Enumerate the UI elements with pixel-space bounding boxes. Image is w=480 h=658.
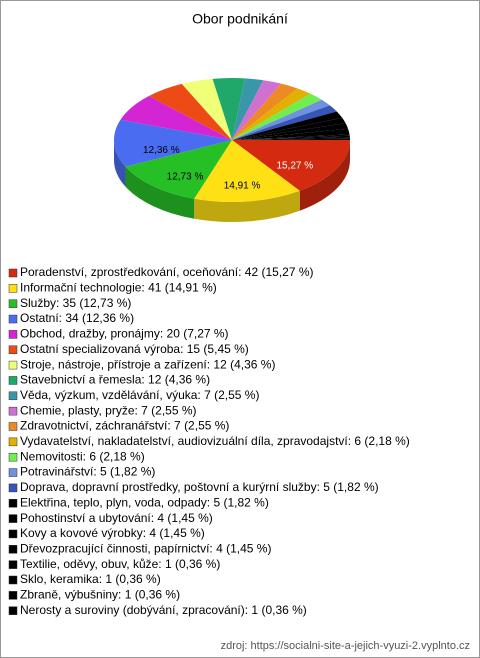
legend-swatch bbox=[8, 591, 18, 600]
slice bbox=[232, 138, 350, 140]
legend-label: Textilie, oděvy, obuv, kůže: 1 (0,36 %) bbox=[20, 557, 220, 571]
legend-swatch bbox=[8, 391, 18, 401]
legend-swatch bbox=[8, 422, 18, 431]
legend-label: Služby: 35 (12,73 %) bbox=[20, 296, 131, 310]
legend-label: Stavebnictví a řemesla: 12 (4,36 %) bbox=[20, 373, 210, 387]
legend-label: Sklo, keramika: 1 (0,36 %) bbox=[20, 572, 161, 586]
legend-label: Ostatní: 34 (12,36 %) bbox=[20, 311, 134, 325]
legend-swatch bbox=[8, 376, 18, 385]
legend-swatch bbox=[8, 468, 18, 477]
slice-label: 12,36 % bbox=[143, 145, 180, 156]
slice bbox=[232, 140, 350, 191]
legend-swatch bbox=[8, 437, 18, 447]
slice bbox=[232, 99, 330, 140]
slice bbox=[125, 140, 232, 199]
legend-swatch bbox=[8, 299, 18, 308]
legend-label: Zbraně, výbušniny: 1 (0,36 %) bbox=[20, 588, 180, 602]
legend-label: Nemovitosti: 6 (2,18 %) bbox=[20, 449, 145, 463]
slice bbox=[232, 83, 298, 140]
slice bbox=[114, 119, 232, 167]
legend-label: Vydavatelství, nakladatelství, audiovizu… bbox=[20, 434, 410, 448]
legend-label: Poradenství, zprostředkování, oceňování:… bbox=[20, 265, 314, 279]
slice bbox=[232, 93, 322, 140]
chart-title: Obor podnikání bbox=[192, 11, 288, 27]
legend-label: Věda, výzkum, vzdělávání, výuka: 7 (2,55… bbox=[20, 388, 259, 402]
slice bbox=[232, 88, 311, 140]
slice bbox=[232, 117, 346, 140]
slice bbox=[212, 77, 245, 140]
legend-label: Kovy a kovové výrobky: 4 (1,45 %) bbox=[20, 526, 205, 540]
legend-label: Elektřina, teplo, plyn, voda, odpady: 5 … bbox=[20, 495, 269, 509]
slice bbox=[148, 83, 232, 140]
slice bbox=[120, 95, 232, 140]
legend-swatch bbox=[8, 575, 18, 585]
slice bbox=[232, 137, 350, 140]
legend-swatch bbox=[8, 514, 18, 523]
slice-label: 12,73 % bbox=[167, 171, 204, 182]
slice bbox=[232, 135, 350, 140]
legend-label: Zdravotnictví, záchranářství: 7 (2,55 %) bbox=[20, 419, 229, 433]
legend-label: Informační technologie: 41 (14,91 %) bbox=[20, 281, 217, 295]
legend-swatch bbox=[8, 483, 18, 493]
legend-swatch bbox=[8, 545, 18, 554]
legend-swatch bbox=[8, 268, 18, 278]
slice-label: 15,27 % bbox=[276, 160, 313, 171]
legend-label: Potravinářství: 5 (1,82 %) bbox=[20, 465, 155, 479]
slice bbox=[232, 134, 350, 140]
slice bbox=[232, 123, 349, 140]
legend-label: Ostatní specializovaná výroba: 15 (5,45 … bbox=[20, 342, 249, 356]
source: zdroj: https://socialni-site-a-jejich-vy… bbox=[221, 640, 470, 652]
legend-swatch bbox=[8, 330, 18, 339]
legend-label: Stroje, nástroje, přístroje a zařízení: … bbox=[20, 357, 275, 371]
slice bbox=[181, 78, 232, 140]
legend-swatch bbox=[8, 284, 18, 293]
slice-label: 14,91 % bbox=[224, 181, 261, 192]
legend-swatch bbox=[8, 560, 18, 569]
legend-swatch bbox=[8, 452, 18, 462]
slice-side bbox=[114, 140, 126, 187]
slice bbox=[232, 78, 264, 140]
slice bbox=[232, 80, 282, 140]
slice bbox=[232, 128, 350, 140]
slice bbox=[232, 111, 343, 140]
legend-label: Dřevozpracující činnosti, papírnictví: 4… bbox=[20, 541, 271, 555]
legend-swatch bbox=[8, 360, 18, 370]
legend-label: Obchod, dražby, pronájmy: 20 (7,27 %) bbox=[20, 327, 229, 341]
legend-label: Nerosty a suroviny (dobývání, zpracování… bbox=[20, 603, 307, 617]
legend-swatch bbox=[8, 345, 18, 354]
legend-swatch bbox=[8, 406, 18, 416]
legend-label: Doprava, dopravní prostředky, poštovní a… bbox=[20, 480, 379, 494]
legend-swatch bbox=[8, 529, 18, 539]
slice-side bbox=[299, 140, 350, 211]
legend-swatch bbox=[8, 499, 18, 508]
slice bbox=[194, 140, 300, 202]
slice-side bbox=[125, 166, 195, 219]
legend-label: Chemie, plasty, pryže: 7 (2,55 %) bbox=[20, 403, 197, 417]
legend-swatch bbox=[8, 606, 18, 615]
slice bbox=[232, 105, 337, 140]
slice-side bbox=[194, 190, 300, 222]
legend-swatch bbox=[8, 314, 18, 324]
legend-label: Pohostinství a ubytování: 4 (1,45 %) bbox=[20, 511, 213, 525]
